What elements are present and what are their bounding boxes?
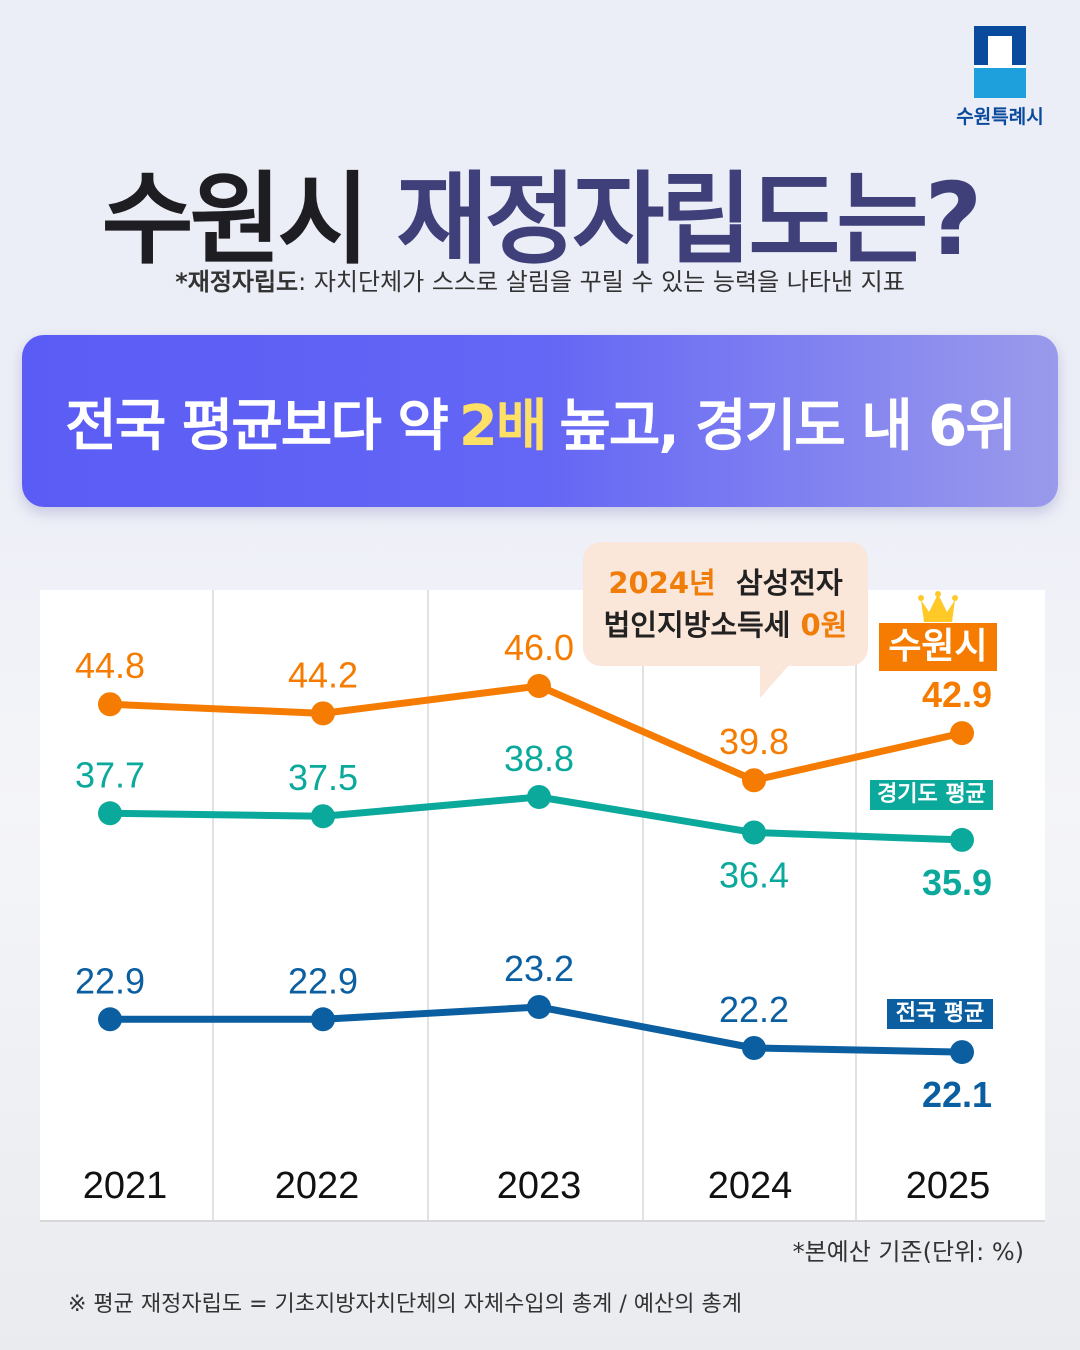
subtitle: *재정자립도: 자치단체가 스스로 살림을 꾸릴 수 있는 능력을 나타낸 지표 <box>0 262 1080 297</box>
x-tick-label-4: 2025 <box>906 1165 991 1207</box>
callout-year: 2024년 <box>608 566 716 600</box>
x-tick-label-0: 2021 <box>83 1165 168 1207</box>
suwon-emblem-icon <box>974 26 1026 98</box>
page-title: 수원시 재정자립도는? <box>0 138 1080 283</box>
unit-note: *본예산 기준(단위: %) <box>792 1238 1024 1266</box>
data-point-1-3 <box>742 820 766 845</box>
data-label-2-4: 22.1 <box>922 1074 992 1115</box>
data-label-0-4: 42.9 <box>922 674 992 715</box>
callout-value: 0원 <box>800 608 848 642</box>
data-label-2-3: 22.2 <box>719 989 789 1030</box>
callout-tail <box>760 664 790 698</box>
title-city: 수원시 <box>101 161 370 278</box>
subtitle-text: : 자치단체가 스스로 살림을 꾸릴 수 있는 능력을 나타낸 지표 <box>298 268 905 296</box>
banner-after: 높고, 경기도 내 6위 <box>559 393 1016 459</box>
data-point-0-1 <box>311 701 335 726</box>
data-point-1-4 <box>950 827 974 852</box>
data-point-0-2 <box>527 674 551 698</box>
crown-icon <box>918 591 958 622</box>
data-point-1-0 <box>98 801 122 826</box>
data-point-1-2 <box>527 785 551 809</box>
callout-box: 2024년 삼성전자 법인지방소득세 0원 <box>583 542 868 666</box>
suwon-logo: 수원특례시 <box>948 26 1052 129</box>
data-label-0-0: 44.8 <box>75 645 145 686</box>
data-label-0-2: 46.0 <box>504 627 574 668</box>
data-point-0-3 <box>742 768 766 793</box>
data-label-1-2: 38.8 <box>504 738 574 779</box>
legend-national: 전국 평균 <box>887 999 993 1029</box>
data-label-1-3: 36.4 <box>719 855 789 896</box>
data-point-0-4 <box>950 721 974 746</box>
data-point-2-2 <box>527 995 551 1019</box>
data-point-0-0 <box>98 692 122 717</box>
banner-highlight: 2배 <box>458 393 547 459</box>
data-label-2-1: 22.9 <box>288 960 358 1001</box>
headline-banner: 전국 평균보다 약 2배 높고, 경기도 내 6위 <box>22 335 1058 507</box>
x-tick-label-3: 2024 <box>708 1165 793 1207</box>
x-tick-label-2: 2023 <box>497 1165 582 1207</box>
data-point-2-4 <box>950 1040 974 1065</box>
data-label-1-4: 35.9 <box>922 862 992 903</box>
footnote: ※ 평균 재정자립도 = 기초지방자치단체의 자체수입의 총계 / 예산의 총계 <box>68 1292 742 1317</box>
data-label-0-3: 39.8 <box>719 721 789 762</box>
legend-gyeonggi: 경기도 평균 <box>870 780 993 810</box>
data-point-2-0 <box>98 1007 122 1032</box>
logo-text: 수원특례시 <box>956 106 1044 128</box>
callout-company: 삼성전자 <box>735 566 843 600</box>
data-label-0-1: 44.2 <box>288 654 358 695</box>
callout-tax: 법인지방소득세 <box>603 608 791 642</box>
data-label-2-0: 22.9 <box>75 960 145 1001</box>
title-topic: 재정자립도는? <box>396 161 982 278</box>
data-label-2-2: 23.2 <box>504 948 574 989</box>
data-point-2-3 <box>742 1036 766 1060</box>
data-point-2-1 <box>311 1007 335 1032</box>
subtitle-term: *재정자립도 <box>175 268 299 296</box>
x-tick-label-1: 2022 <box>275 1165 360 1207</box>
data-point-1-1 <box>311 804 335 829</box>
legend-suwon: 수원시 <box>879 623 997 671</box>
banner-before: 전국 평균보다 약 <box>65 393 449 459</box>
data-label-1-1: 37.5 <box>288 757 358 798</box>
data-label-1-0: 37.7 <box>75 754 145 795</box>
